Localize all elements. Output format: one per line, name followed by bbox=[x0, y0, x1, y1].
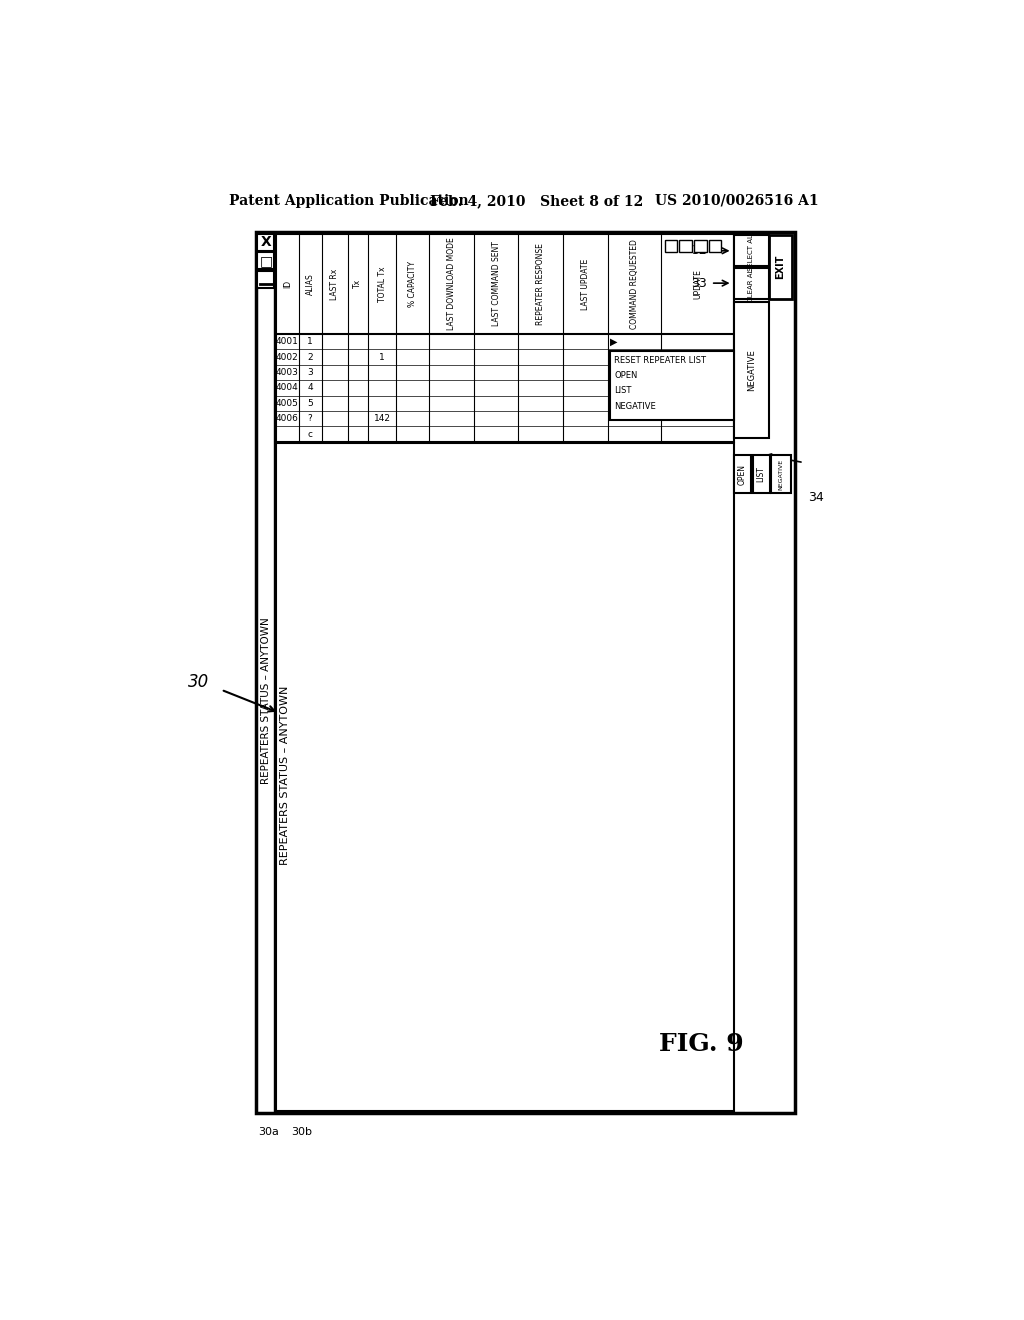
Text: 30b: 30b bbox=[291, 1127, 311, 1138]
Bar bbox=[276, 444, 734, 1111]
Bar bbox=[771, 455, 792, 494]
Bar bbox=[257, 252, 274, 269]
Text: SELECT ALL: SELECT ALL bbox=[749, 231, 755, 271]
Text: TOTAL Tx: TOTAL Tx bbox=[378, 267, 387, 302]
Bar bbox=[769, 235, 793, 298]
Text: 4002: 4002 bbox=[276, 352, 299, 362]
Text: 34: 34 bbox=[808, 491, 823, 504]
Bar bbox=[734, 235, 769, 267]
Text: LAST COMMAND SENT: LAST COMMAND SENT bbox=[492, 242, 501, 326]
Text: 1: 1 bbox=[379, 352, 385, 362]
Text: Patent Application Publication: Patent Application Publication bbox=[228, 194, 468, 207]
Text: COMMAND REQUESTED: COMMAND REQUESTED bbox=[630, 239, 639, 329]
Text: 4004: 4004 bbox=[276, 383, 299, 392]
Text: NEGATIVE: NEGATIVE bbox=[779, 458, 783, 490]
Text: X: X bbox=[260, 235, 271, 249]
Text: % CAPACITY: % CAPACITY bbox=[409, 261, 417, 308]
Bar bbox=[734, 455, 751, 494]
Text: 142: 142 bbox=[374, 414, 391, 424]
Text: US 2010/0026516 A1: US 2010/0026516 A1 bbox=[655, 194, 818, 207]
Text: REPEATER RESPONSE: REPEATER RESPONSE bbox=[537, 243, 546, 325]
Bar bbox=[276, 234, 734, 442]
Bar bbox=[734, 302, 769, 438]
Text: 4: 4 bbox=[307, 383, 313, 392]
Text: ▶: ▶ bbox=[610, 337, 617, 347]
Text: OPEN: OPEN bbox=[738, 463, 748, 484]
Bar bbox=[753, 455, 770, 494]
Text: LAST UPDATE: LAST UPDATE bbox=[581, 259, 590, 309]
Text: 30a: 30a bbox=[258, 1127, 280, 1138]
Bar bbox=[734, 268, 769, 298]
Bar bbox=[609, 351, 733, 420]
Bar bbox=[257, 234, 274, 251]
Bar bbox=[256, 231, 795, 1113]
Text: 33: 33 bbox=[691, 277, 707, 289]
Text: 32: 32 bbox=[691, 244, 707, 257]
Bar bbox=[709, 240, 721, 252]
Text: 2: 2 bbox=[307, 352, 313, 362]
Bar bbox=[665, 240, 677, 252]
Bar bbox=[694, 240, 707, 252]
Text: 4003: 4003 bbox=[276, 368, 299, 378]
Text: LAST DOWNLOAD MODE: LAST DOWNLOAD MODE bbox=[446, 238, 456, 330]
Text: 30: 30 bbox=[188, 673, 209, 690]
Text: 5: 5 bbox=[307, 399, 313, 408]
Text: 4006: 4006 bbox=[276, 414, 299, 424]
Text: ID: ID bbox=[283, 280, 292, 288]
Text: REPEATERS STATUS – ANYTOWN: REPEATERS STATUS – ANYTOWN bbox=[261, 618, 271, 784]
Text: REPEATERS STATUS – ANYTOWN: REPEATERS STATUS – ANYTOWN bbox=[281, 686, 291, 865]
Text: NEGATIVE: NEGATIVE bbox=[746, 348, 756, 391]
Text: Tx: Tx bbox=[353, 280, 362, 289]
Text: ?: ? bbox=[308, 414, 312, 424]
Text: UPDATE: UPDATE bbox=[693, 269, 701, 298]
Text: OPEN: OPEN bbox=[614, 371, 638, 380]
Text: LAST Rx: LAST Rx bbox=[330, 268, 339, 300]
Text: NEGATIVE: NEGATIVE bbox=[614, 401, 656, 411]
Bar bbox=[257, 271, 274, 288]
Text: □: □ bbox=[259, 253, 272, 268]
Text: EXIT: EXIT bbox=[775, 255, 785, 279]
Text: RESET REPEATER LIST: RESET REPEATER LIST bbox=[614, 355, 707, 364]
Text: 4005: 4005 bbox=[276, 399, 299, 408]
Text: c: c bbox=[307, 429, 312, 438]
Text: ALIAS: ALIAS bbox=[306, 273, 314, 294]
Bar bbox=[680, 240, 692, 252]
Text: LIST: LIST bbox=[614, 387, 632, 396]
Text: FIG. 9: FIG. 9 bbox=[659, 1032, 743, 1056]
Text: 1: 1 bbox=[307, 337, 313, 346]
Text: Feb. 4, 2010   Sheet 8 of 12: Feb. 4, 2010 Sheet 8 of 12 bbox=[430, 194, 643, 207]
Text: 3: 3 bbox=[307, 368, 313, 378]
Text: LIST: LIST bbox=[757, 466, 766, 482]
Text: 4001: 4001 bbox=[276, 337, 299, 346]
Text: CLEAR ALL: CLEAR ALL bbox=[749, 264, 755, 302]
